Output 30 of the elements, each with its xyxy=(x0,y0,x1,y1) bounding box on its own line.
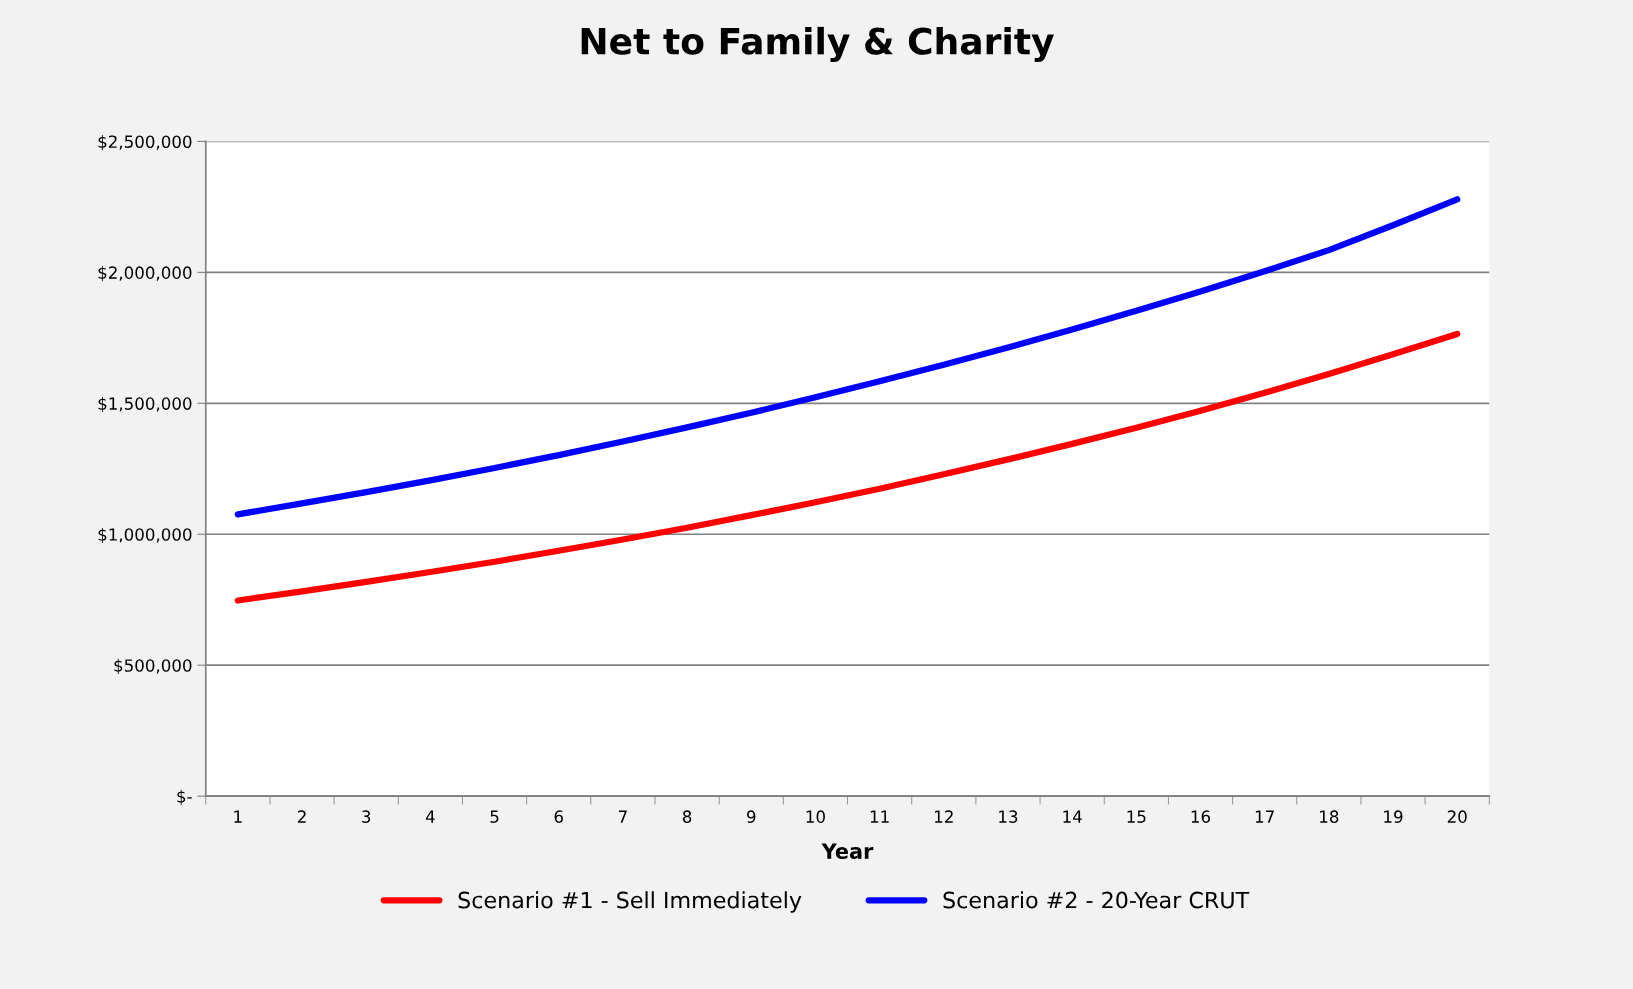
x-tick-label: 18 xyxy=(1320,810,1339,823)
y-tick-label: $2,500,000 xyxy=(98,135,192,151)
x-tick-label: 5 xyxy=(490,810,499,823)
x-tick-label: 1 xyxy=(234,810,242,823)
x-tick-label: 15 xyxy=(1127,810,1146,823)
x-tick-label: 11 xyxy=(870,810,889,823)
y-tick-label: $- xyxy=(177,789,192,805)
x-tick-label: 9 xyxy=(747,810,756,823)
chart-title: Net to Family & Charity xyxy=(581,26,1054,63)
x-tick-label: 4 xyxy=(425,810,435,823)
x-tick-label: 16 xyxy=(1191,810,1211,823)
y-tick-label: $2,000,000 xyxy=(98,266,192,282)
x-tick-label: 6 xyxy=(554,810,563,823)
y-tick-label: $1,000,000 xyxy=(98,527,192,544)
y-tick-label: $500,000 xyxy=(114,658,192,674)
legend-label: Scenario #2 - 20-Year CRUT xyxy=(943,891,1250,909)
legend-label: Scenario #1 - Sell Immediately xyxy=(458,891,802,913)
x-tick-label: 12 xyxy=(935,810,953,823)
x-tick-label: 10 xyxy=(806,810,825,823)
x-tick-label: 17 xyxy=(1255,810,1274,823)
x-tick-label: 2 xyxy=(297,810,306,823)
x-tick-label: 8 xyxy=(682,810,692,823)
x-tick-label: 19 xyxy=(1384,810,1403,823)
y-tick-label: $1,500,000 xyxy=(98,396,192,413)
x-tick-label: 13 xyxy=(999,810,1018,823)
x-tick-label: 14 xyxy=(1063,810,1082,823)
x-axis-title: Year xyxy=(821,843,874,859)
x-tick-label: 20 xyxy=(1447,810,1467,823)
x-tick-label: 3 xyxy=(362,810,371,823)
x-tick-label: 7 xyxy=(618,810,627,823)
